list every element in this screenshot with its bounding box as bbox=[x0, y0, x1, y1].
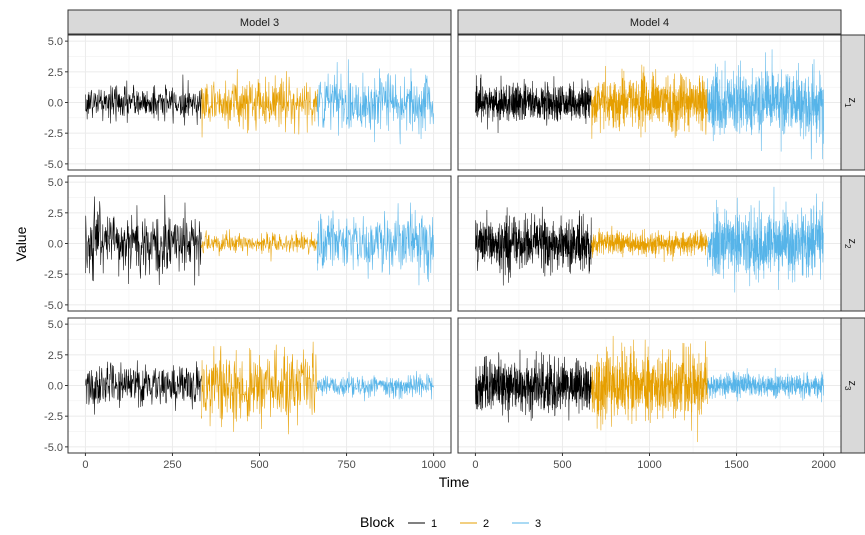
y-tick-label: -2.5 bbox=[44, 269, 63, 281]
y-tick-label: 0.0 bbox=[48, 239, 63, 251]
panel-2-2 bbox=[457, 175, 842, 312]
x-tick-label: 1000 bbox=[637, 459, 661, 471]
y-axis-title: Value bbox=[13, 226, 29, 261]
legend-label-2: 2 bbox=[483, 518, 489, 530]
facet-panels bbox=[67, 34, 842, 454]
row-strip-subscript: 1 bbox=[843, 103, 852, 108]
column-strip-label: Model 4 bbox=[630, 17, 669, 29]
row-strip bbox=[840, 34, 865, 171]
series-block-1 bbox=[475, 74, 592, 134]
series-block-2 bbox=[591, 225, 708, 263]
x-tick-label: 500 bbox=[250, 459, 268, 471]
x-tick-label: 0 bbox=[82, 459, 88, 471]
x-tick-label: 750 bbox=[337, 459, 355, 471]
series-block-2 bbox=[201, 69, 318, 138]
series-block-2 bbox=[201, 341, 318, 435]
y-tick-label: 2.5 bbox=[48, 208, 63, 220]
row-strip-label: z3 bbox=[843, 381, 858, 392]
series-block-2 bbox=[591, 64, 708, 139]
column-strip bbox=[457, 9, 842, 35]
y-tick-label: 5.0 bbox=[48, 177, 63, 189]
series-block-2 bbox=[201, 229, 318, 262]
series-block-1 bbox=[85, 360, 202, 415]
row-strip bbox=[840, 317, 865, 454]
y-tick-label: -5.0 bbox=[44, 300, 63, 312]
row-strip-symbol: z bbox=[846, 239, 858, 245]
series-block-3 bbox=[317, 202, 434, 286]
y-tick-label: -2.5 bbox=[44, 411, 63, 423]
panel-1-1 bbox=[67, 34, 452, 171]
x-axis-title: Time bbox=[439, 474, 470, 490]
y-tick-label: -2.5 bbox=[44, 128, 63, 140]
row-strip bbox=[840, 175, 865, 312]
panel-2-1 bbox=[457, 34, 842, 171]
legend: Block 1 2 3 bbox=[360, 514, 541, 530]
x-tick-label: 500 bbox=[553, 459, 571, 471]
y-tick-label: 2.5 bbox=[48, 67, 63, 79]
panel-1-2 bbox=[67, 175, 452, 312]
row-strip-symbol: z bbox=[846, 98, 858, 104]
y-tick-label: 0.0 bbox=[48, 381, 63, 393]
column-strips: Model 3 Model 4 bbox=[67, 9, 842, 35]
row-strip-label: z2 bbox=[843, 239, 858, 250]
series-block-3 bbox=[707, 49, 824, 160]
y-tick-label: -5.0 bbox=[44, 159, 63, 171]
column-strip bbox=[67, 9, 452, 35]
series-block-3 bbox=[317, 59, 434, 145]
x-axis: 0 250 500 750 1000 0 500 1000 1500 2000 bbox=[82, 453, 836, 471]
legend-title: Block bbox=[360, 514, 395, 530]
y-tick-label: 2.5 bbox=[48, 350, 63, 362]
y-axis: -5.0 -2.5 0.0 2.5 5.0 -5.0 -2.5 0.0 2.5 5.0 -5.0 -2… bbox=[44, 36, 68, 454]
series-block-3 bbox=[707, 367, 824, 403]
panel-2-3 bbox=[457, 317, 842, 454]
series-block-1 bbox=[85, 74, 202, 126]
series-block-2 bbox=[591, 335, 708, 443]
y-tick-label: -5.0 bbox=[44, 442, 63, 454]
row-strip-symbol: z bbox=[846, 381, 858, 387]
column-strip-label: Model 3 bbox=[240, 17, 279, 29]
row-strip-subscript: 3 bbox=[843, 386, 852, 391]
y-tick-label: 5.0 bbox=[48, 319, 63, 331]
legend-label-3: 3 bbox=[535, 518, 541, 530]
x-tick-label: 1000 bbox=[421, 459, 445, 471]
row-strip-label: z1 bbox=[843, 98, 858, 109]
series-block-3 bbox=[317, 370, 434, 402]
x-tick-label: 2000 bbox=[811, 459, 835, 471]
series-block-3 bbox=[707, 186, 824, 293]
series-block-1 bbox=[475, 206, 592, 286]
series-block-1 bbox=[85, 194, 202, 286]
legend-label-1: 1 bbox=[431, 518, 437, 530]
x-tick-label: 0 bbox=[472, 459, 478, 471]
panel-1-3 bbox=[67, 317, 452, 454]
series-block-1 bbox=[475, 349, 592, 423]
x-tick-label: 250 bbox=[163, 459, 181, 471]
y-tick-label: 0.0 bbox=[48, 98, 63, 110]
y-tick-label: 5.0 bbox=[48, 36, 63, 48]
row-strip-subscript: 2 bbox=[843, 244, 852, 249]
x-tick-label: 1500 bbox=[724, 459, 748, 471]
